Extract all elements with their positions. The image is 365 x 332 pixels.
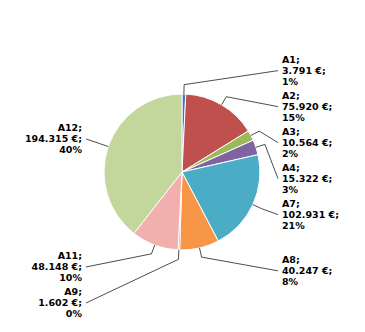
data-label: A8;40.247 €;8% (282, 254, 332, 287)
data-label: A9;1.602 €;0% (38, 286, 82, 319)
data-label-line: A1; (282, 54, 300, 65)
data-label-line: 21% (282, 220, 305, 231)
data-label-line: 102.931 €; (282, 209, 339, 220)
leader-line (200, 248, 278, 271)
data-label-line: A2; (282, 90, 300, 101)
data-label-line: A12; (58, 122, 82, 133)
data-label-line: A11; (58, 250, 82, 261)
data-label-line: A4; (282, 162, 300, 173)
leader-lines (86, 71, 278, 303)
data-label: A3;10.564 €;2% (282, 126, 332, 159)
leader-line (184, 71, 278, 94)
data-label-line: 48.148 €; (32, 261, 82, 272)
data-label-line: 40.247 €; (282, 265, 332, 276)
pie (104, 94, 260, 250)
data-label: A12;194.315 €;40% (25, 122, 82, 155)
data-label-line: A9; (64, 286, 82, 297)
data-label-line: 15% (282, 112, 305, 123)
data-label-line: 3% (282, 184, 299, 195)
data-labels: A1;3.791 €;1%A2;75.920 €;15%A3;10.564 €;… (25, 54, 339, 319)
leader-line (253, 205, 278, 215)
leader-line (222, 97, 278, 107)
data-label: A4;15.322 €;3% (282, 162, 332, 195)
data-label-line: 2% (282, 148, 299, 159)
data-label-line: A8; (282, 254, 300, 265)
leader-line (256, 144, 278, 178)
slice (180, 172, 219, 250)
data-label: A2;75.920 €;15% (282, 90, 332, 123)
leader-line (86, 245, 155, 267)
data-label-line: 40% (59, 144, 82, 155)
data-label-line: A7; (282, 198, 300, 209)
chart: A1;3.791 €;1%A2;75.920 €;15%A3;10.564 €;… (0, 0, 365, 332)
data-label-line: 3.791 €; (282, 65, 326, 76)
data-label-line: 8% (282, 276, 299, 287)
data-label: A11;48.148 €;10% (32, 250, 83, 283)
data-label-line: 194.315 €; (25, 133, 82, 144)
leader-line (86, 139, 108, 147)
data-label-line: 1% (282, 76, 299, 87)
data-label: A1;3.791 €;1% (282, 54, 326, 87)
data-label-line: 10.564 €; (282, 137, 332, 148)
slice (104, 94, 182, 233)
data-label-line: 10% (59, 272, 82, 283)
data-label-line: 75.920 €; (282, 101, 332, 112)
data-label-line: 1.602 €; (38, 297, 82, 308)
data-label-line: 15.322 €; (282, 173, 332, 184)
data-label-line: 0% (66, 308, 83, 319)
data-label: A7;102.931 €;21% (282, 198, 339, 231)
data-label-line: A3; (282, 126, 300, 137)
leader-line (251, 131, 278, 143)
